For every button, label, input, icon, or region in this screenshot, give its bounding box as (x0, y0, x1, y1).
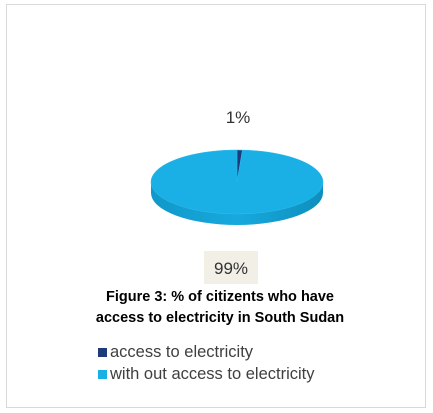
legend-swatch-no-access (98, 369, 107, 379)
legend-item-access: access to electricity (98, 341, 315, 363)
legend-swatch-access (98, 347, 107, 357)
caption-line-2: access to electricity in South Sudan (95, 310, 345, 326)
caption-line-1: Figure 3: % of citizents who have (105, 289, 334, 305)
data-label-access: 1% (226, 108, 251, 127)
chart-caption: Figure 3: % of citizents who have access… (40, 287, 400, 329)
pie-slice-no-access (150, 149, 324, 215)
pie-side (151, 182, 323, 225)
legend-item-no-access: with out access to electricity (98, 363, 315, 385)
legend-label-access: access to electricity (110, 342, 254, 361)
legend: access to electricity with out access to… (98, 341, 315, 385)
legend-label-no-access: with out access to electricity (110, 364, 315, 383)
data-label-no-access: 99% (214, 259, 248, 278)
data-label-bg-no-access (204, 251, 258, 284)
